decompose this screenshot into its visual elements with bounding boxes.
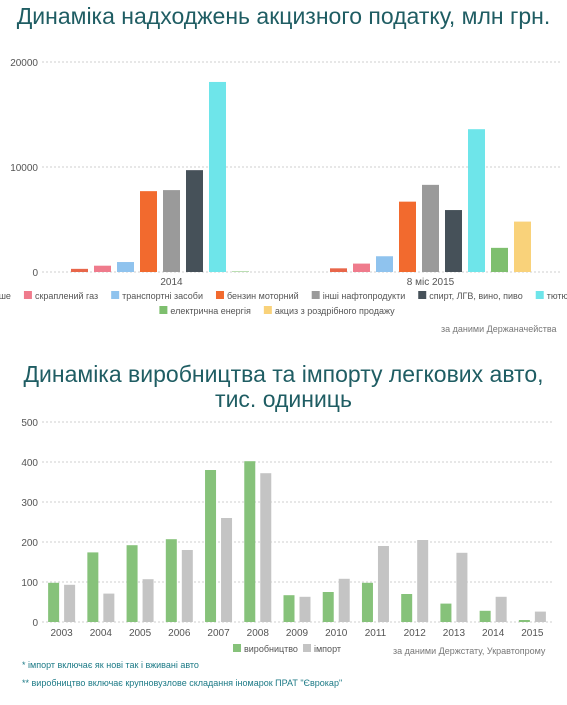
bar [94, 265, 111, 272]
chart1-title: Динаміка надходжень акцизного податку, м… [16, 3, 551, 29]
legend-label: інші нафтопродукти [323, 291, 406, 301]
y-tick-label: 200 [21, 538, 38, 549]
bar [534, 611, 546, 622]
legend-swatch [418, 291, 427, 299]
bar [377, 546, 389, 622]
bar [514, 221, 531, 272]
bar [422, 184, 439, 272]
x-tick-label: 2014 [160, 277, 183, 288]
x-tick-label: 2008 [247, 628, 270, 639]
y-tick-label: 20000 [10, 58, 38, 69]
legend-swatch [111, 291, 120, 299]
bar [299, 596, 311, 622]
legend-swatch [303, 644, 311, 652]
x-tick-label: 2006 [168, 628, 191, 639]
bar [518, 620, 530, 622]
chart2-title: Динаміка виробництва та імпорту легкових… [23, 361, 544, 412]
bar [376, 256, 393, 272]
bar [186, 170, 203, 272]
bar [399, 201, 416, 272]
legend-label: скраплений газ [35, 291, 98, 301]
x-tick-label: 2010 [325, 628, 348, 639]
bar [140, 191, 157, 272]
bar [48, 582, 60, 622]
bar [322, 592, 334, 622]
bar [64, 584, 76, 622]
legend-swatch [159, 306, 168, 314]
bar [87, 552, 99, 622]
x-tick-label: 2009 [286, 628, 309, 639]
bar [479, 610, 491, 622]
bar [209, 81, 226, 272]
legend-label: тютюн [547, 291, 567, 301]
excise-chart: 0 10000 20000 2014 8 міс 2015 інше скраплений … [0, 58, 567, 316]
bar [103, 593, 115, 622]
bar [338, 578, 350, 622]
x-tick-label: 2015 [521, 628, 544, 639]
bar [205, 470, 217, 622]
x-tick-label: 2013 [443, 628, 466, 639]
bar [495, 596, 507, 622]
legend-label: інше [0, 291, 11, 301]
x-tick-label: 2007 [207, 628, 230, 639]
legend-label: акциз з роздрібного продажу [275, 306, 395, 316]
legend-label: бензин моторний [227, 291, 299, 301]
legend-label: електрична енергія [170, 306, 251, 316]
bar [181, 550, 193, 622]
bar [117, 262, 134, 272]
y-tick-label: 500 [21, 418, 38, 429]
y-tick-label: 0 [32, 618, 38, 629]
y-tick-label: 400 [21, 458, 38, 469]
bar [71, 268, 88, 272]
bar [417, 540, 429, 622]
x-tick-label: 8 міс 2015 [407, 277, 455, 288]
x-tick-label: 2012 [404, 628, 427, 639]
y-tick-label: 0 [32, 268, 38, 279]
bar [456, 552, 468, 622]
legend-label: спирт, ЛГВ, вино, пиво [429, 291, 523, 301]
x-tick-label: 2003 [50, 628, 73, 639]
note-import: * імпорт включає як нові так і вживані а… [22, 660, 199, 670]
bar [445, 210, 462, 272]
x-tick-label: 2011 [365, 628, 387, 639]
bar [468, 129, 485, 272]
legend-swatch [233, 644, 241, 652]
x-tick-label: 2004 [90, 628, 113, 639]
legend-label: виробництво [244, 644, 298, 654]
bar [142, 579, 154, 622]
bar [221, 518, 233, 622]
bar [283, 595, 295, 622]
bar [361, 582, 373, 622]
bar [126, 545, 138, 622]
bar [260, 473, 272, 622]
legend-swatch [535, 291, 544, 299]
bar [440, 603, 452, 622]
bar [401, 594, 413, 622]
bar [232, 271, 249, 272]
legend-swatch [263, 306, 272, 314]
legend-label: імпорт [314, 644, 341, 654]
bar [165, 539, 177, 622]
chart2-source: за даними Держстату, Укравтопрому [393, 646, 546, 656]
y-tick-label: 10000 [10, 163, 38, 174]
legend-swatch [23, 291, 32, 299]
legend-swatch [311, 291, 320, 299]
legend-label: транспортні засоби [122, 291, 203, 301]
bar [330, 268, 347, 272]
legend-swatch [215, 291, 224, 299]
chart1-source: за даними Держаначейства [441, 324, 557, 334]
y-tick-label: 100 [21, 578, 38, 589]
bar [244, 461, 256, 622]
bar [491, 247, 508, 272]
x-tick-label: 2005 [129, 628, 152, 639]
y-tick-label: 300 [21, 498, 38, 509]
bar [163, 190, 180, 272]
bar [353, 263, 370, 272]
x-tick-label: 2014 [482, 628, 505, 639]
note-production: ** виробництво включає крупновузлове скл… [22, 678, 343, 688]
